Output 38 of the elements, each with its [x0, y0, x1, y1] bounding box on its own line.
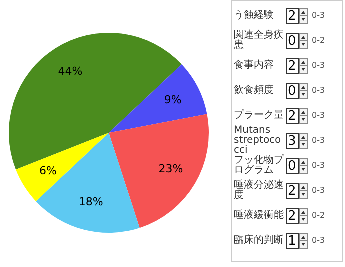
text: 2 [286, 8, 299, 24]
pie-slice [36, 133, 140, 233]
data-label: 18% [78, 196, 104, 209]
text: 0-2 [312, 36, 326, 45]
text: 唾液緩衝能 [234, 210, 285, 220]
data-label: 6% [39, 164, 57, 178]
text: 0-3 [312, 186, 326, 195]
pie-slice [109, 64, 208, 133]
text: 0-3 [312, 11, 326, 20]
text: 2 [286, 108, 299, 124]
text: 0-3 [312, 136, 326, 145]
text: 臨床的判断 [234, 234, 285, 246]
text: 0-3 [312, 236, 326, 245]
text: 関連全身疾患 [234, 30, 285, 50]
text: 唾液分泌速度 [234, 180, 285, 200]
text: 2 [286, 208, 299, 224]
text: 0-2 [312, 211, 326, 220]
text: 1 [286, 232, 299, 248]
text: 0 [286, 82, 299, 98]
text: プラーク量 [234, 110, 285, 120]
data-label: 23% [158, 162, 184, 176]
data-label: 44% [58, 65, 83, 78]
text: 0 [286, 158, 299, 174]
text: 0-3 [312, 161, 326, 170]
data-label: 9% [164, 93, 182, 106]
text: 飲食頻度 [234, 84, 275, 96]
text: 食事内容 [234, 60, 275, 70]
text: 0-3 [312, 61, 326, 70]
text: 0-3 [312, 111, 326, 120]
text: 3 [286, 132, 299, 148]
text: 0 [286, 32, 299, 48]
text: フッ化物プログラム [234, 154, 286, 176]
pie-slice [109, 114, 209, 228]
text: う蝕経験 [234, 10, 275, 20]
text: 2 [286, 182, 299, 198]
text: Mutans streptococci [234, 124, 282, 156]
text: 0-3 [312, 86, 326, 95]
text: 2 [286, 58, 299, 74]
